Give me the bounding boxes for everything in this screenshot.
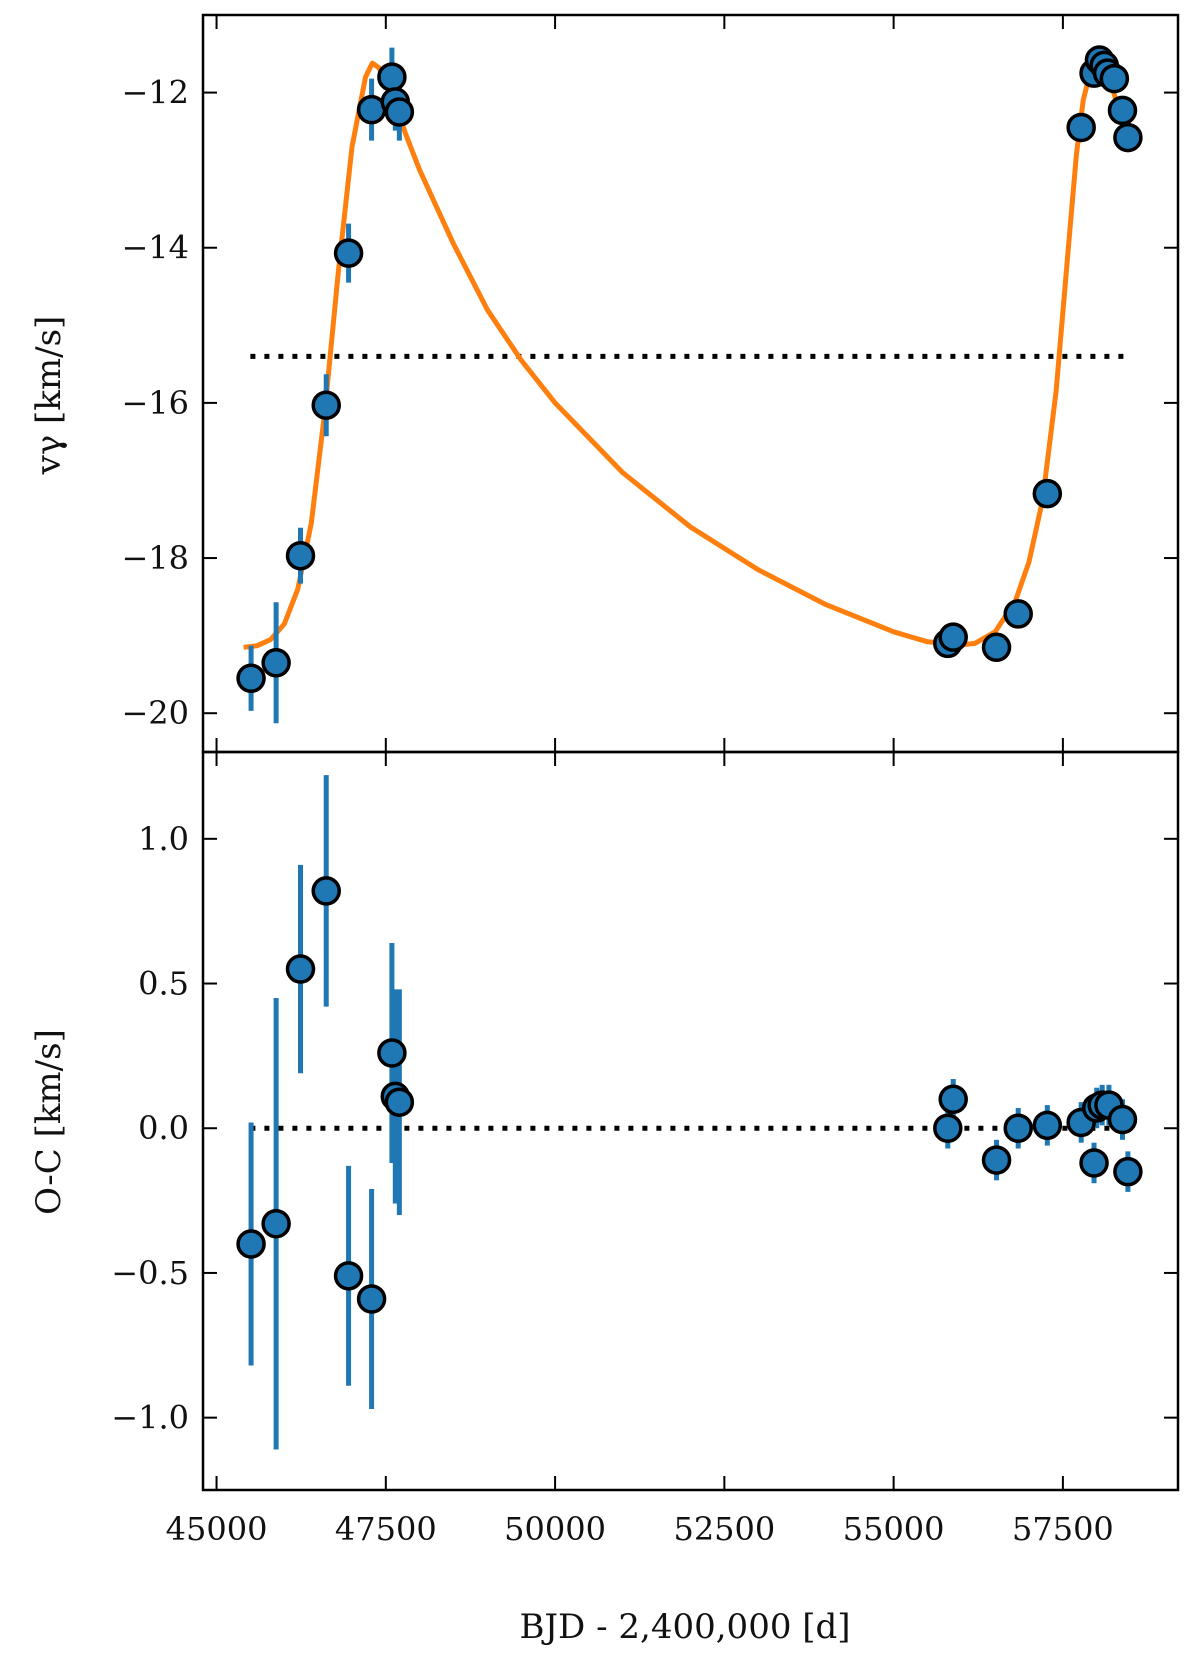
top-data-point bbox=[1032, 478, 1063, 509]
x-axis-labels: 45000 47500 50000 52500 55000 57500 bbox=[166, 1510, 1114, 1548]
top-data-point bbox=[1113, 122, 1143, 153]
bottom-data-point bbox=[1003, 1113, 1033, 1143]
top-ytick-label: −14 bbox=[121, 229, 189, 267]
bottom-ytick-label: 0.5 bbox=[138, 965, 189, 1003]
top-data-point bbox=[236, 663, 266, 694]
top-data-point bbox=[384, 97, 415, 127]
x-axis-title: BJD - 2,400,000 [d] bbox=[519, 1607, 850, 1647]
x-tick-label: 50000 bbox=[504, 1510, 606, 1548]
top-ytick-label: −20 bbox=[121, 694, 189, 732]
bottom-data-point bbox=[261, 1208, 291, 1239]
bottom-data-point bbox=[333, 1261, 364, 1291]
bottom-data-point bbox=[981, 1145, 1012, 1175]
bottom-data-point bbox=[1079, 1148, 1109, 1178]
bottom-frame bbox=[201, 750, 1180, 1492]
top-panel: −20 −18 −16 −14 −12 bbox=[121, 13, 1180, 754]
top-data-point bbox=[1107, 95, 1138, 126]
bottom-data-point bbox=[356, 1284, 387, 1314]
bottom-data-point bbox=[384, 1087, 415, 1117]
top-y-axis-title: vγ [km/s] bbox=[29, 316, 69, 476]
bottom-data-point bbox=[1107, 1104, 1138, 1135]
bottom-ytick-label: 0.0 bbox=[138, 1109, 189, 1147]
bottom-panel: −1.0 −0.5 0.0 0.5 1.0 bbox=[111, 750, 1180, 1492]
bottom-ytick-label: 1.0 bbox=[138, 820, 189, 858]
top-data-point bbox=[1099, 63, 1130, 94]
top-data-point bbox=[285, 540, 316, 571]
bottom-data-point bbox=[311, 876, 341, 906]
top-data-point bbox=[333, 238, 364, 268]
top-data-point bbox=[1003, 599, 1033, 629]
bottom-data-point bbox=[236, 1229, 266, 1259]
x-tick-label: 57500 bbox=[1012, 1510, 1114, 1548]
bottom-ytick-label: −1.0 bbox=[111, 1399, 189, 1437]
top-data-point bbox=[1066, 112, 1096, 143]
x-tick-label: 52500 bbox=[673, 1510, 775, 1548]
bottom-data-point bbox=[938, 1084, 968, 1115]
bottom-data-point bbox=[1032, 1110, 1063, 1141]
bottom-y-axis-title: O-C [km/s] bbox=[29, 1029, 69, 1215]
bottom-data-point bbox=[933, 1113, 963, 1143]
x-tick-label: 47500 bbox=[335, 1510, 437, 1548]
x-tick-label: 55000 bbox=[843, 1510, 945, 1548]
bottom-ytick-label: −0.5 bbox=[111, 1254, 189, 1292]
top-data-point bbox=[938, 622, 968, 652]
top-data-point bbox=[981, 632, 1012, 663]
bottom-data-point bbox=[285, 954, 316, 984]
top-frame bbox=[201, 13, 1180, 754]
bottom-data-point bbox=[377, 1038, 407, 1068]
top-ytick-label: −16 bbox=[121, 384, 189, 422]
x-tick-label: 45000 bbox=[166, 1510, 268, 1548]
top-data-point bbox=[377, 62, 407, 92]
bottom-data-point bbox=[1113, 1156, 1143, 1187]
top-ytick-label: −18 bbox=[121, 539, 189, 577]
top-data-point bbox=[311, 390, 341, 420]
top-ytick-label: −12 bbox=[121, 74, 189, 112]
top-data-point bbox=[261, 648, 291, 678]
